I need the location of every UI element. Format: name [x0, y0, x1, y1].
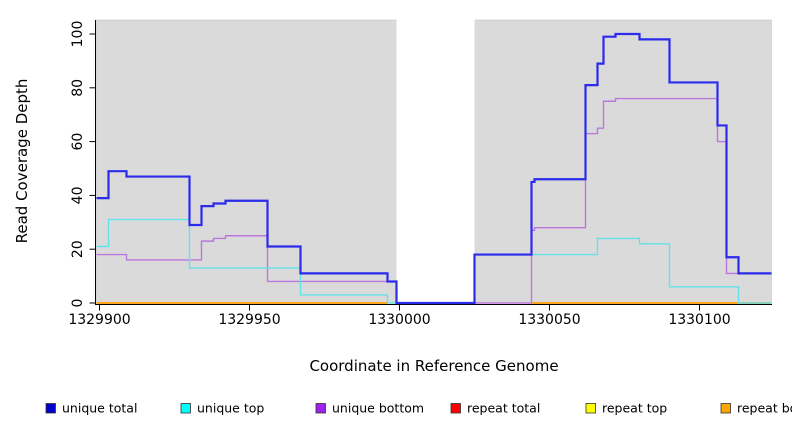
legend-swatch — [45, 403, 56, 414]
x-tick-label: 1329900 — [68, 312, 130, 328]
x-tick-label: 1329950 — [218, 312, 280, 328]
x-tick-label: 1330000 — [368, 312, 430, 328]
y-tick-label: 0 — [70, 299, 86, 308]
legend-swatch — [720, 403, 731, 414]
x-axis-title: Coordinate in Reference Genome — [309, 357, 558, 375]
legend-item-unique-top: unique top — [180, 401, 264, 416]
legend-swatch — [450, 403, 461, 414]
y-tick-label: 80 — [70, 79, 86, 97]
y-tick-label: 20 — [70, 240, 86, 258]
y-axis-ticks: 0 20 40 60 80 100 — [70, 21, 96, 308]
legend-item-repeat-bottom: repeat bottom — [720, 401, 792, 416]
legend-label: repeat bottom — [737, 401, 792, 416]
legend-item-repeat-top: repeat top — [585, 401, 667, 416]
legend-label: unique top — [197, 401, 264, 416]
x-axis-ticks: 1329900 1329950 1330000 1330050 1330100 — [68, 304, 731, 328]
y-tick-label: 60 — [70, 133, 86, 151]
masked-no-data-region — [396, 19, 475, 304]
legend-swatch — [180, 403, 191, 414]
series-lines — [96, 32, 772, 305]
legend-item-unique-bottom: unique bottom — [315, 401, 424, 416]
legend-item-unique-total: unique total — [45, 401, 137, 416]
legend-label: repeat top — [602, 401, 667, 416]
legend-label: unique bottom — [332, 401, 424, 416]
x-tick-label: 1330050 — [518, 312, 580, 328]
y-tick-label: 100 — [70, 21, 86, 48]
series-line-unique-total — [96, 32, 772, 305]
series-line-unique-bottom — [96, 97, 772, 304]
legend-swatch — [585, 403, 596, 414]
chart-legend: unique total unique top unique bottom repea… — [45, 401, 792, 416]
y-tick-label: 40 — [70, 186, 86, 204]
x-tick-label: 1330100 — [668, 312, 730, 328]
y-axis-title: Read Coverage Depth — [13, 79, 31, 244]
legend-item-repeat-total: repeat total — [450, 401, 540, 416]
legend-swatch — [315, 403, 326, 414]
legend-label: repeat total — [467, 401, 540, 416]
legend-label: unique total — [62, 401, 137, 416]
